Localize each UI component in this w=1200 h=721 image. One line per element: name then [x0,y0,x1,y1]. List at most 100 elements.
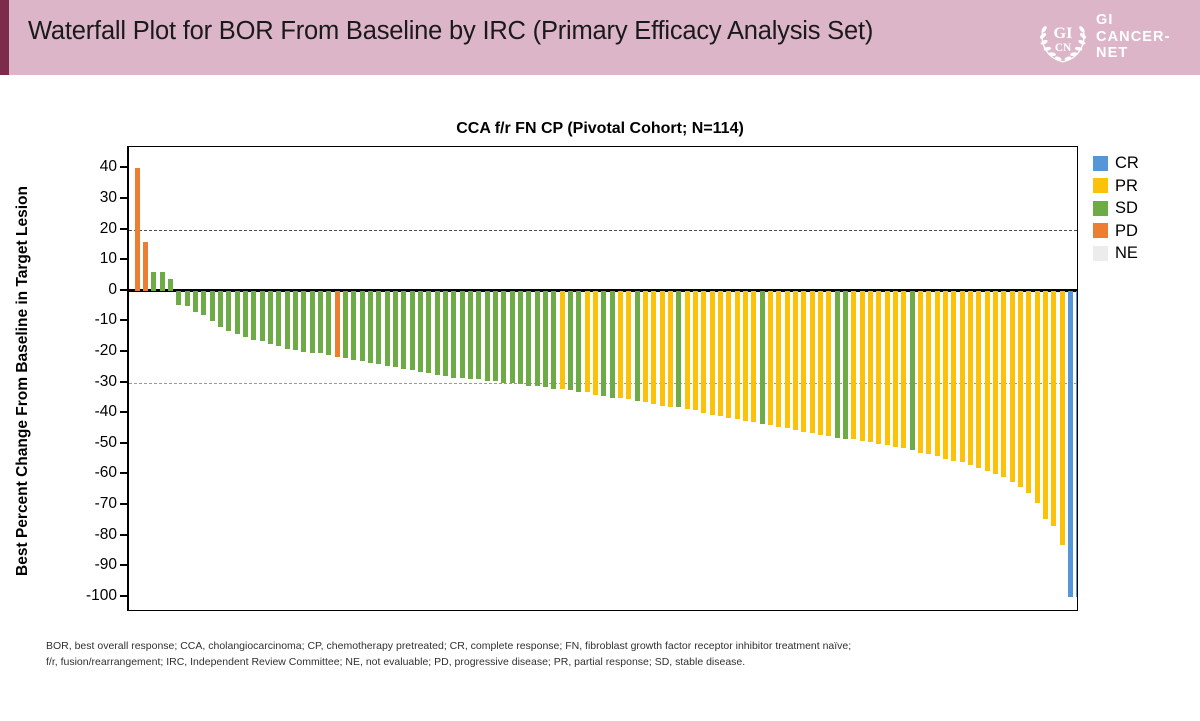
waterfall-bar [342,290,349,359]
waterfall-bar [692,290,699,411]
y-tick-mark [120,472,127,475]
waterfall-bar [201,290,207,316]
waterfall-bar [634,290,640,401]
waterfall-bar [467,290,474,380]
legend-item-sd[interactable]: SD [1093,197,1193,220]
y-tick-label: -20 [94,341,117,359]
waterfall-bar [1026,290,1032,493]
waterfall-bar [559,290,565,389]
waterfall-bar [826,290,832,437]
legend-swatch-pd [1093,223,1108,239]
legend-label-ne: NE [1115,244,1138,263]
waterfall-bar [884,290,890,446]
legend-item-pd[interactable]: PD [1093,220,1193,243]
waterfall-bar [226,290,232,331]
y-tick-mark [120,502,127,505]
waterfall-bar [317,290,324,354]
reference-line-20 [129,229,1077,231]
waterfall-bar [359,290,365,362]
waterfall-bar [609,290,615,398]
waterfall-bar [367,290,374,363]
header-accent-bar [0,0,9,75]
waterfall-bar [259,290,265,342]
waterfall-bars [129,147,1077,610]
waterfall-bar [434,290,440,375]
waterfall-bar [817,290,824,435]
y-tick-label: -80 [94,525,117,543]
footnote-line-1: BOR, best overall response; CCA, cholang… [46,640,852,652]
waterfall-bar [234,290,240,334]
legend-swatch-ne [1093,245,1108,261]
waterfall-bar [809,290,815,434]
waterfall-bar [276,290,282,346]
footnotes: BOR, best overall response; CCA, cholang… [46,639,1156,670]
waterfall-bar [134,168,140,291]
waterfall-bar [301,290,307,352]
legend-item-pr[interactable]: PR [1093,175,1193,198]
waterfall-bar [509,290,515,383]
waterfall-bar [167,278,174,291]
waterfall-bar [1009,290,1015,482]
y-tick-mark [120,197,127,199]
y-tick-mark [120,594,127,597]
y-tick-mark [120,288,127,291]
waterfall-bar [326,290,332,356]
legend-swatch-cr [1093,155,1108,171]
waterfall-bar [476,290,482,380]
waterfall-bar [576,290,582,392]
waterfall-bar [142,241,149,291]
y-tick-label: 40 [99,158,117,176]
waterfall-bar [1076,290,1077,597]
logo-wordmark: GI CANCER- NET [1096,12,1171,62]
footnote-line-2: f/r, fusion/rearrangement; IRC, Independ… [46,655,746,668]
y-tick-label: -10 [94,311,117,329]
waterfall-bar [392,290,399,368]
waterfall-bar [584,290,590,392]
y-tick-mark [120,349,127,352]
y-axis: 40 30 20 10 0 -10 -20 -30 -40 -50 -60 -70 -80 -90 -100 [86,146,129,611]
waterfall-bar [701,290,707,414]
waterfall-bar [267,290,274,345]
waterfall-bar [209,290,215,322]
legend-item-ne[interactable]: NE [1093,242,1193,265]
waterfall-bar [542,290,549,388]
plot-area [128,146,1078,611]
waterfall-bar [501,290,507,383]
legend-item-cr[interactable]: CR [1093,152,1193,175]
y-tick-label: -50 [94,433,117,451]
waterfall-bar [459,290,465,378]
waterfall-bar [767,290,774,426]
waterfall-bar [334,290,340,357]
waterfall-bar [901,290,907,449]
waterfall-bar [651,290,657,404]
waterfall-bar [351,290,357,360]
waterfall-bar [292,290,299,351]
y-tick-label: 30 [99,189,117,206]
page-title: Waterfall Plot for BOR From Baseline by … [28,17,874,45]
waterfall-bar [384,290,390,366]
waterfall-bar [492,290,499,382]
waterfall-bar [784,290,790,429]
waterfall-bar [176,290,182,305]
y-axis-spine [126,146,129,611]
y-tick-label: 0 [108,280,117,298]
legend-label-sd: SD [1115,199,1138,218]
waterfall-bar [776,290,782,427]
y-tick-mark [120,564,127,567]
waterfall-bar [759,290,765,424]
waterfall-bar [684,290,690,409]
waterfall-bar [192,290,199,313]
legend-swatch-sd [1093,200,1108,216]
chart-title: CCA f/r FN CP (Pivotal Cohort; N=114) [456,120,744,137]
waterfall-bar [184,290,190,307]
waterfall-bar [284,290,290,349]
logo-monogram-bottom: CN [1055,42,1072,54]
y-tick-mark [120,319,127,322]
waterfall-bar [976,290,982,469]
y-tick-mark [120,258,127,261]
waterfall-bar [309,290,315,354]
logo-monogram-top: GI [1054,24,1073,42]
waterfall-bar [442,290,449,377]
waterfall-bar [801,290,807,432]
waterfall-bar [401,290,407,369]
